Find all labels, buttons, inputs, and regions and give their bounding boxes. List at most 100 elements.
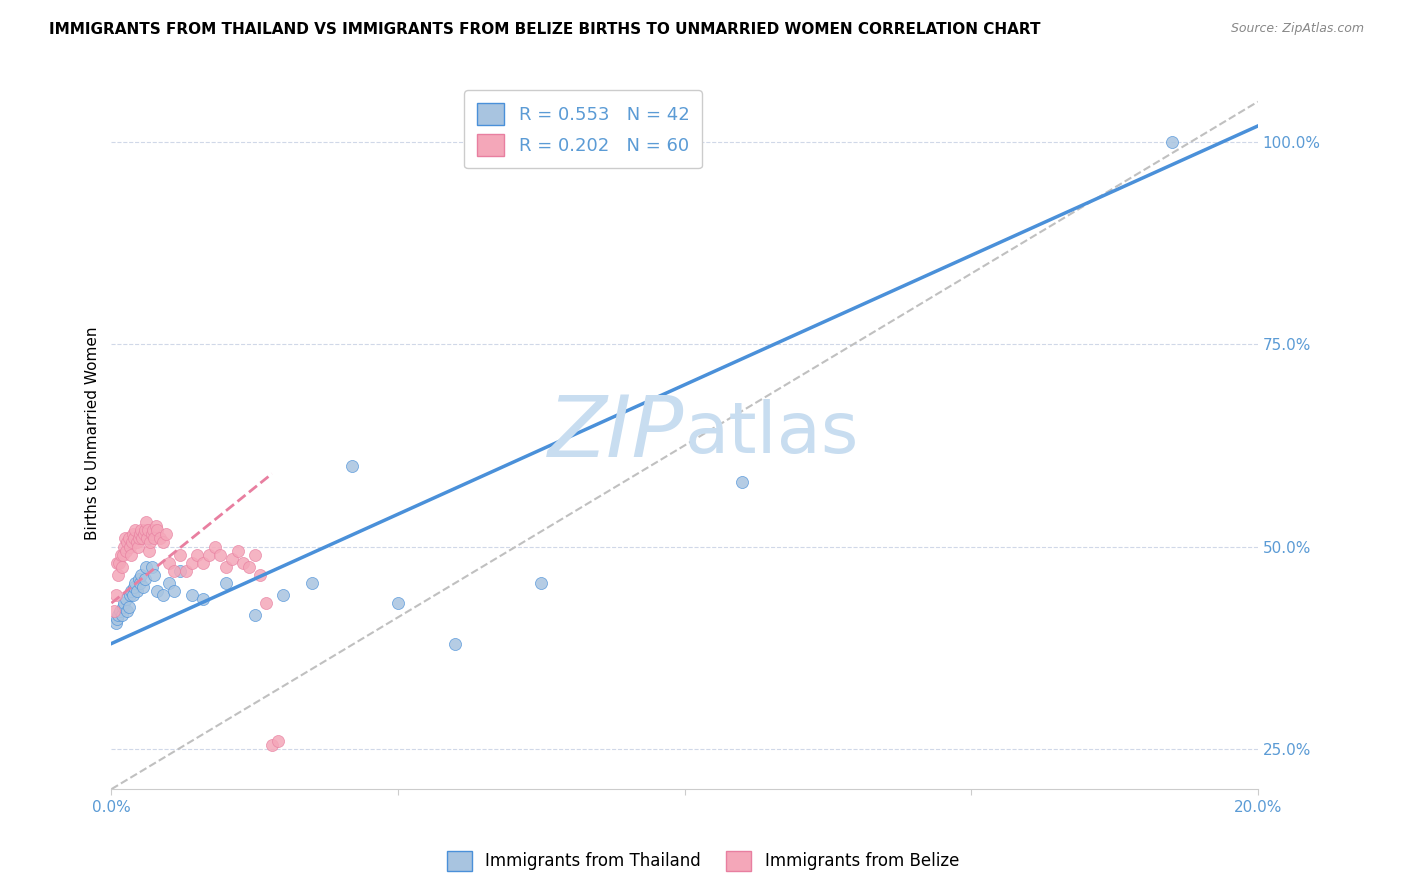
Point bbox=[157, 575, 180, 590]
Text: Source: ZipAtlas.com: Source: ZipAtlas.com bbox=[1230, 22, 1364, 36]
Point bbox=[155, 527, 177, 541]
Point bbox=[110, 548, 132, 562]
Point bbox=[146, 524, 169, 538]
Point bbox=[125, 535, 148, 549]
Point bbox=[111, 608, 134, 623]
Point bbox=[180, 556, 202, 570]
Point bbox=[117, 535, 139, 549]
Point bbox=[122, 588, 145, 602]
Point bbox=[128, 572, 150, 586]
Point bbox=[191, 556, 214, 570]
Point bbox=[731, 475, 754, 489]
Point bbox=[157, 556, 180, 570]
Point bbox=[169, 548, 191, 562]
Text: atlas: atlas bbox=[685, 399, 859, 467]
Point bbox=[301, 575, 323, 590]
Point bbox=[111, 559, 134, 574]
Point bbox=[135, 515, 157, 529]
Point bbox=[139, 535, 162, 549]
Point bbox=[215, 559, 238, 574]
Point bbox=[146, 584, 169, 599]
Point bbox=[191, 592, 214, 607]
Point bbox=[108, 604, 131, 618]
Point bbox=[117, 600, 139, 615]
Point bbox=[131, 532, 153, 546]
Point bbox=[111, 548, 134, 562]
Text: IMMIGRANTS FROM THAILAND VS IMMIGRANTS FROM BELIZE BIRTHS TO UNMARRIED WOMEN COR: IMMIGRANTS FROM THAILAND VS IMMIGRANTS F… bbox=[49, 22, 1040, 37]
Point bbox=[132, 527, 155, 541]
Point bbox=[127, 540, 149, 554]
Point bbox=[226, 543, 249, 558]
Point bbox=[204, 540, 226, 554]
Point bbox=[122, 527, 145, 541]
Point bbox=[169, 564, 191, 578]
Point bbox=[112, 596, 135, 610]
Point bbox=[145, 519, 167, 533]
Point bbox=[340, 458, 363, 473]
Point bbox=[105, 616, 128, 631]
Point bbox=[143, 567, 166, 582]
Point bbox=[134, 572, 156, 586]
Point bbox=[124, 532, 146, 546]
Point bbox=[117, 532, 139, 546]
Point bbox=[1160, 135, 1182, 149]
Point bbox=[444, 636, 467, 650]
Point bbox=[107, 608, 129, 623]
Point bbox=[108, 556, 131, 570]
Point bbox=[136, 524, 159, 538]
Point bbox=[132, 580, 155, 594]
Point bbox=[186, 548, 208, 562]
Point bbox=[135, 559, 157, 574]
Point bbox=[107, 567, 129, 582]
Point bbox=[198, 548, 221, 562]
Legend: Immigrants from Thailand, Immigrants from Belize: Immigrants from Thailand, Immigrants fro… bbox=[439, 842, 967, 880]
Point bbox=[114, 592, 136, 607]
Point bbox=[174, 564, 197, 578]
Point bbox=[121, 535, 143, 549]
Text: ZIP: ZIP bbox=[548, 392, 685, 475]
Point bbox=[103, 604, 125, 618]
Point bbox=[118, 588, 141, 602]
Point bbox=[260, 738, 283, 752]
Point bbox=[141, 527, 163, 541]
Point bbox=[138, 532, 160, 546]
Point bbox=[120, 548, 142, 562]
Point bbox=[243, 608, 266, 623]
Y-axis label: Births to Unmarried Women: Births to Unmarried Women bbox=[86, 326, 100, 540]
Point bbox=[249, 567, 271, 582]
Point bbox=[124, 524, 146, 538]
Point bbox=[129, 524, 152, 538]
Point bbox=[266, 733, 288, 747]
Point bbox=[105, 612, 128, 626]
Point bbox=[152, 588, 174, 602]
Point bbox=[134, 524, 156, 538]
Legend: R = 0.553   N = 42, R = 0.202   N = 60: R = 0.553 N = 42, R = 0.202 N = 60 bbox=[464, 90, 702, 169]
Point bbox=[530, 575, 553, 590]
Point bbox=[127, 584, 149, 599]
Point bbox=[128, 532, 150, 546]
Point bbox=[238, 559, 260, 574]
Point bbox=[141, 559, 163, 574]
Point bbox=[114, 532, 136, 546]
Point bbox=[138, 543, 160, 558]
Point bbox=[118, 540, 141, 554]
Point bbox=[180, 588, 202, 602]
Point bbox=[387, 596, 409, 610]
Point bbox=[243, 548, 266, 562]
Point bbox=[273, 588, 295, 602]
Point bbox=[152, 535, 174, 549]
Point bbox=[163, 584, 186, 599]
Point bbox=[163, 564, 186, 578]
Point bbox=[136, 532, 159, 546]
Point bbox=[254, 596, 277, 610]
Point bbox=[105, 556, 128, 570]
Point bbox=[111, 600, 134, 615]
Point bbox=[117, 604, 139, 618]
Point bbox=[124, 575, 146, 590]
Point bbox=[143, 532, 166, 546]
Point bbox=[149, 532, 172, 546]
Point bbox=[115, 543, 138, 558]
Point bbox=[232, 556, 254, 570]
Point bbox=[105, 588, 128, 602]
Point bbox=[121, 584, 143, 599]
